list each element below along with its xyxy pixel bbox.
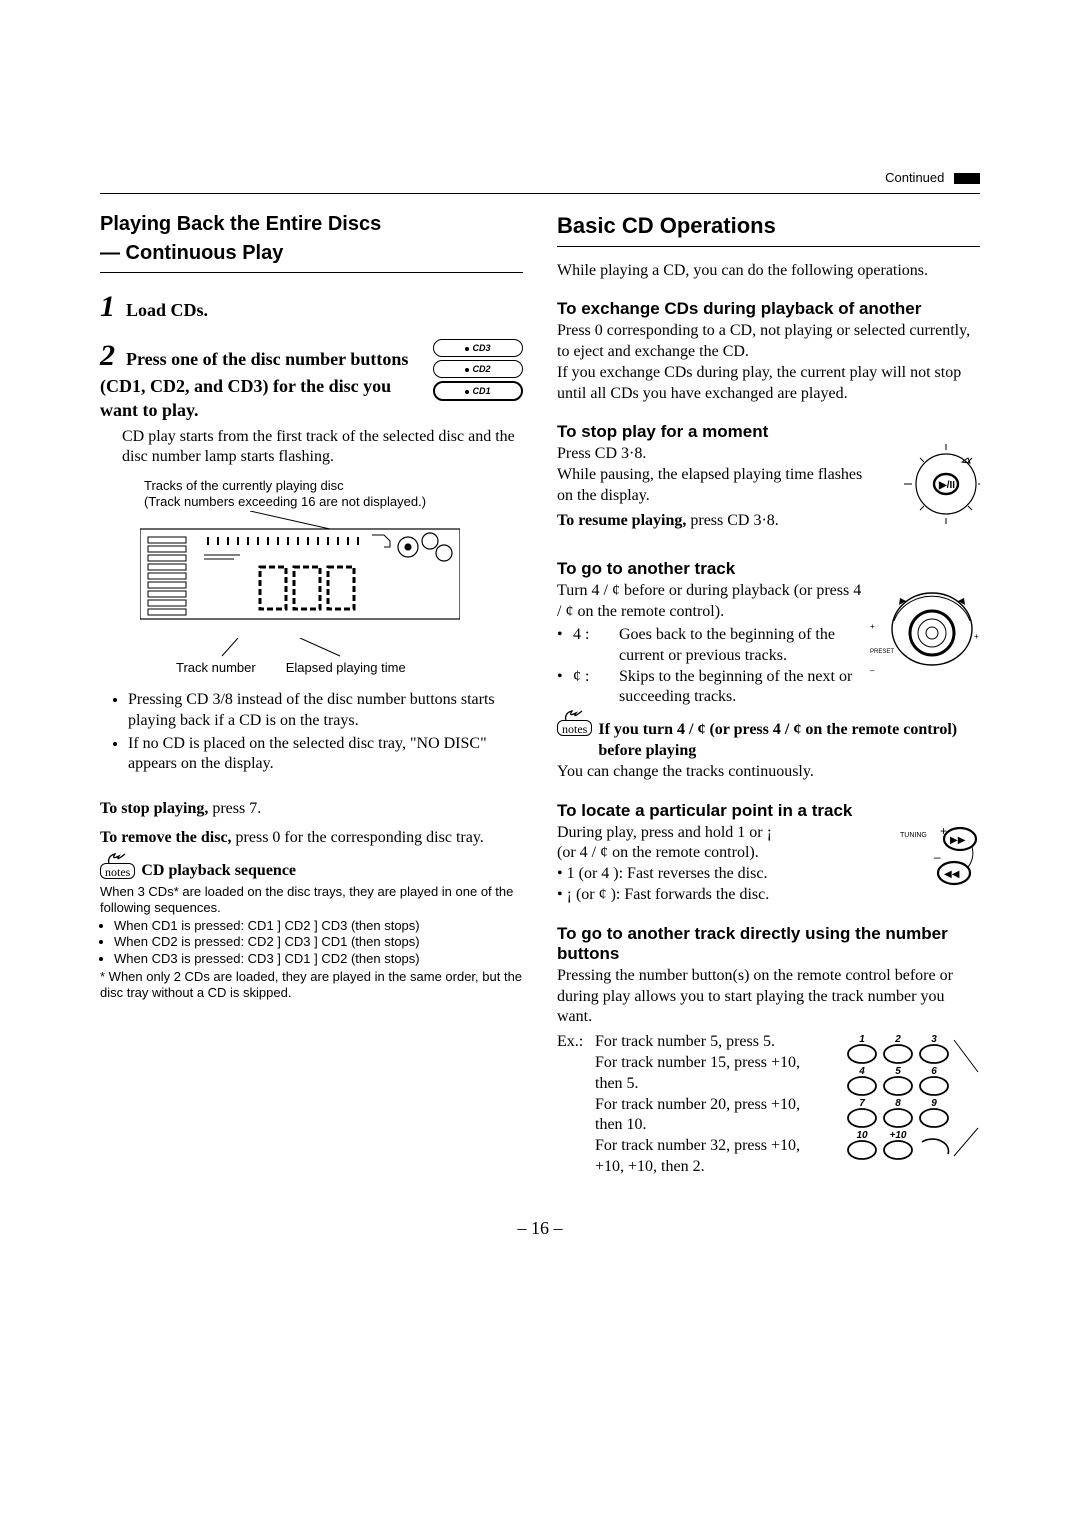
seq-3: When CD3 is pressed: CD3 ] CD1 ] CD2 (th…	[114, 951, 523, 967]
notes-icon-2: notes	[557, 720, 592, 736]
stop-resume-b: To resume playing,	[557, 512, 686, 529]
svg-text:2: 2	[894, 1034, 901, 1045]
right-section-underline	[557, 246, 980, 247]
remove-disc-label: To remove the disc,	[100, 829, 232, 846]
continued-label: Continued	[885, 170, 944, 185]
display-label-lines	[140, 638, 460, 660]
svg-text:+10: +10	[890, 1130, 907, 1141]
seq-1: When CD1 is pressed: CD1 ] CD2 ] CD3 (th…	[114, 918, 523, 934]
right-column: Basic CD Operations While playing a CD, …	[557, 212, 980, 1178]
left-bullet-2: If no CD is placed on the selected disc …	[128, 734, 523, 776]
svg-text:3: 3	[931, 1034, 937, 1045]
svg-text:+: +	[870, 622, 875, 631]
stop-playing-label: To stop playing,	[100, 800, 208, 817]
display-caption-1: Tracks of the currently playing disc	[144, 478, 523, 494]
continued-header: Continued	[100, 170, 980, 185]
h-direct: To go to another track directly using th…	[557, 924, 980, 964]
left-section-title-2: — Continuous Play	[100, 241, 523, 266]
page-number: – 16 –	[100, 1218, 980, 1239]
notes2-bold: If you turn 4 / ¢ (or press 4 / ¢ on the…	[598, 720, 980, 762]
stop-resume-r: press CD 3·8.	[686, 512, 778, 529]
goto-b1b: Goes back to the beginning of the curren…	[619, 625, 862, 667]
left-section-underline	[100, 272, 523, 273]
label-track-number: Track number	[176, 660, 256, 676]
svg-text:◀◀: ◀◀	[944, 869, 960, 880]
svg-text:▶▶: ▶▶	[950, 835, 966, 846]
svg-text:–: –	[870, 666, 875, 675]
step-2-text: Press one of the disc number buttons (CD…	[100, 349, 408, 420]
svg-text:10: 10	[856, 1130, 868, 1141]
svg-text:4: 4	[858, 1066, 865, 1077]
h-locate: To locate a particular point in a track	[557, 801, 980, 821]
step-2-body: CD play starts from the first track of t…	[122, 427, 523, 469]
h-goto: To go to another track	[557, 559, 980, 579]
label-elapsed-time: Elapsed playing time	[286, 660, 406, 676]
left-column: Playing Back the Entire Discs — Continuo…	[100, 212, 523, 1178]
svg-text:1: 1	[859, 1034, 865, 1045]
notes-icon: notes	[100, 863, 135, 879]
svg-text:5: 5	[895, 1066, 901, 1077]
svg-text:TUNING: TUNING	[900, 832, 927, 839]
notes-lead: When 3 CDs* are loaded on the disc trays…	[100, 884, 523, 917]
svg-text:▶/II: ▶/II	[938, 480, 955, 491]
svg-text:8: 8	[895, 1098, 901, 1109]
remove-disc-rest: press 0 for the corresponding disc tray.	[232, 829, 484, 846]
direct-ex-label: Ex.:	[557, 1032, 591, 1053]
step-1-number: 1	[100, 287, 122, 326]
exchange-p1: Press 0 corresponding to a CD, not playi…	[557, 321, 980, 363]
jog-dial-icon: + PRESET – +	[870, 581, 980, 686]
number-keypad-icon: 1 2 3 4 5 6	[840, 1032, 980, 1167]
stop-playing-rest: press 7.	[208, 800, 261, 817]
notes2-rest: You can change the tracks continuously.	[557, 762, 980, 783]
cd2-button-icon: CD2	[433, 360, 523, 378]
cd3-button-icon: CD3	[433, 339, 523, 357]
top-rule	[100, 193, 980, 194]
direct-ex1: For track number 5, press 5.	[595, 1033, 775, 1050]
left-section-title-1: Playing Back the Entire Discs	[100, 212, 523, 237]
svg-text:7: 7	[859, 1098, 865, 1109]
seq-footnote: * When only 2 CDs are loaded, they are p…	[100, 969, 523, 1002]
cd-buttons-diagram: CD3 CD2 CD1	[433, 336, 523, 404]
display-diagram	[140, 511, 523, 636]
goto-b2b: Skips to the beginning of the next or su…	[619, 667, 862, 709]
locate-b2: ¡ (or ¢ ): Fast forwards the disc.	[567, 886, 770, 903]
notes-title: CD playback sequence	[141, 861, 296, 882]
direct-p: Pressing the number button(s) on the rem…	[557, 966, 980, 1028]
right-intro: While playing a CD, you can do the follo…	[557, 261, 980, 282]
step-1-text: Load CDs.	[126, 300, 208, 320]
continued-bar	[954, 173, 980, 184]
step-2-number: 2	[100, 336, 122, 375]
seq-2: When CD2 is pressed: CD2 ] CD3 ] CD1 (th…	[114, 934, 523, 950]
h-exchange: To exchange CDs during playback of anoth…	[557, 299, 980, 319]
locate-b1: 1 (or 4 ): Fast reverses the disc.	[567, 865, 768, 882]
goto-b1a: 4 :	[573, 625, 615, 667]
h-stop: To stop play for a moment	[557, 422, 980, 442]
play-pause-dial-icon: ▶/II	[884, 444, 980, 535]
cd1-button-icon: CD1	[433, 381, 523, 401]
exchange-p2: If you exchange CDs during play, the cur…	[557, 363, 980, 405]
right-section-title: Basic CD Operations	[557, 212, 980, 240]
svg-text:6: 6	[931, 1066, 937, 1077]
svg-text:+: +	[974, 632, 979, 641]
display-caption-2: (Track numbers exceeding 16 are not disp…	[144, 494, 523, 510]
svg-text:PRESET: PRESET	[870, 649, 894, 655]
left-bullet-1: Pressing CD 3/8 instead of the disc numb…	[128, 690, 523, 732]
goto-b2a: ¢ :	[573, 667, 615, 709]
svg-text:9: 9	[931, 1098, 937, 1109]
ff-rew-buttons-icon: TUNING + ▶▶ ◀◀ –	[900, 823, 980, 900]
svg-text:–: –	[934, 850, 941, 864]
